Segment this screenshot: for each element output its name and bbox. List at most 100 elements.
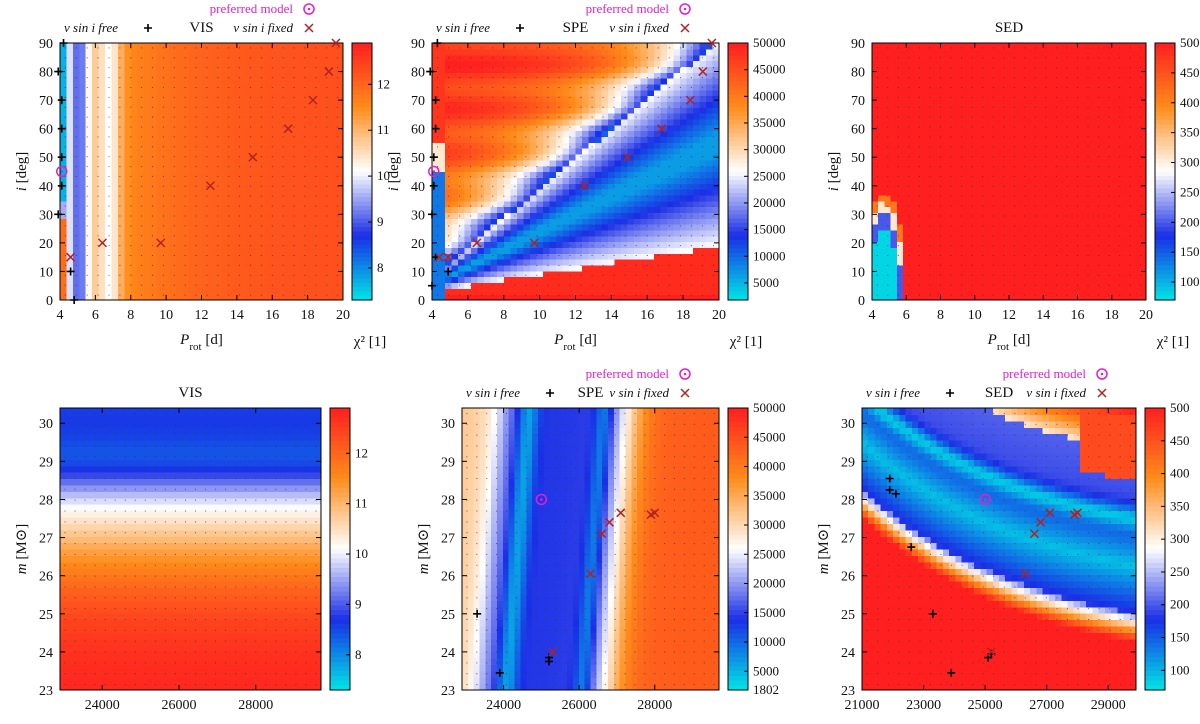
heatmap-cell [686, 259, 694, 266]
heatmap-cell [79, 253, 87, 260]
heatmap-cell [705, 89, 714, 97]
heatmap-cell [252, 288, 260, 295]
heatmap-cell [432, 171, 440, 178]
heatmap-cell [150, 43, 158, 50]
heatmap-cell [233, 113, 241, 120]
heatmap-cell [169, 218, 177, 225]
heatmap-cell [246, 194, 254, 202]
heatmap-cell [490, 224, 498, 231]
heatmap-cell [195, 189, 203, 196]
sample-dot [206, 175, 208, 177]
heatmap-cell [111, 95, 119, 103]
heatmap-cell [640, 159, 648, 167]
sample-dot [130, 136, 132, 138]
heatmap-cell [595, 148, 603, 155]
heatmap-cell [549, 235, 557, 243]
sample-dot [173, 264, 175, 266]
heatmap-cell [712, 113, 720, 120]
heatmap-cell [278, 43, 286, 50]
heatmap-cell [510, 136, 518, 143]
heatmap-cell [451, 259, 459, 266]
sample-dot [547, 205, 549, 207]
heatmap-cell [484, 83, 492, 91]
heatmap-cell [438, 247, 446, 254]
heatmap-cell [162, 60, 170, 67]
sample-dot [97, 274, 99, 276]
sample-dot [271, 175, 273, 177]
heatmap-cell [175, 130, 183, 138]
heatmap-cell [647, 107, 655, 114]
sample-dot [459, 146, 461, 148]
heatmap-cell [246, 264, 254, 272]
sample-dot [481, 156, 483, 158]
heatmap-cell [614, 177, 622, 184]
heatmap-cell [272, 142, 280, 149]
heatmap-cell [660, 142, 668, 149]
heatmap-cell [291, 218, 299, 225]
heatmap-cell [124, 136, 132, 143]
heatmap-cell [575, 189, 583, 196]
heatmap-cell [647, 124, 655, 132]
heatmap-cell [240, 43, 248, 50]
heatmap-cell [595, 253, 603, 260]
heatmap-cell [220, 165, 228, 173]
heatmap-cell [516, 183, 524, 190]
heatmap-cell [666, 189, 674, 196]
heatmap-cell [608, 130, 616, 138]
heatmap-cell [285, 229, 293, 237]
heatmap-cell [555, 235, 564, 243]
heatmap-cell [503, 153, 511, 161]
heatmap-cell [458, 107, 466, 114]
heatmap-cell [240, 101, 248, 108]
sample-dot [217, 156, 219, 158]
heatmap-cell [105, 48, 113, 56]
heatmap-cell [124, 72, 132, 79]
heatmap-cell [285, 113, 293, 120]
heatmap-cell [265, 253, 273, 260]
sample-dot [271, 87, 273, 88]
sample-dot [304, 77, 306, 79]
colorbar-segment [352, 162, 372, 168]
heatmap-cell [92, 288, 100, 295]
heatmap-cell [130, 107, 138, 114]
heatmap-cell [201, 124, 209, 132]
heatmap-cell [304, 124, 312, 132]
heatmap-cell [156, 212, 164, 219]
heatmap-cell [278, 282, 286, 289]
heatmap-cell [640, 183, 648, 190]
heatmap-cell [310, 235, 318, 243]
heatmap-cell [259, 148, 267, 155]
sample-dot [173, 225, 175, 227]
heatmap-cell [705, 276, 714, 284]
heatmap-cell [92, 224, 100, 231]
heatmap-cell [699, 83, 707, 91]
heatmap-cell [542, 294, 551, 301]
heatmap-cell [265, 101, 273, 108]
sample-dot [437, 284, 438, 286]
heatmap-cell [233, 288, 241, 295]
sample-dot [547, 146, 549, 148]
heatmap-cell [252, 118, 260, 126]
heatmap-cell [124, 288, 132, 295]
heatmap-cell [523, 253, 531, 260]
heatmap-cell [627, 66, 635, 73]
heatmap-cell [588, 276, 596, 284]
sample-dot [184, 57, 186, 59]
heatmap-cell [175, 136, 183, 143]
heatmap-cell [686, 159, 694, 167]
heatmap-cell [207, 142, 215, 149]
heatmap-cell [323, 159, 331, 167]
heatmap-cell [653, 124, 661, 132]
heatmap-cell [92, 183, 100, 190]
heatmap-cell [297, 66, 306, 73]
sample-dot [206, 96, 208, 98]
heatmap-cell [207, 241, 215, 249]
heatmap-cell [621, 78, 629, 85]
sample-dot [315, 235, 317, 237]
heatmap-cell [246, 247, 254, 254]
heatmap-cell [265, 235, 273, 243]
heatmap-cell [445, 60, 453, 67]
heatmap-cell [195, 118, 203, 126]
heatmap-cell [317, 212, 325, 219]
heatmap-cell [653, 89, 661, 97]
